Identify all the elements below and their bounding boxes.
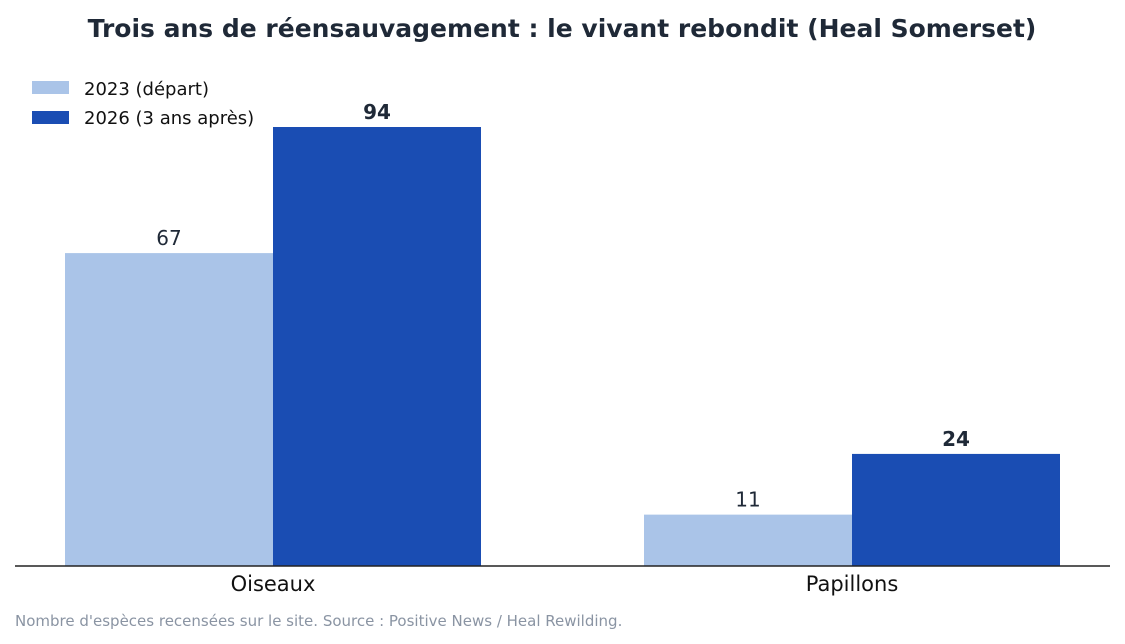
bar-oiseaux-2026 bbox=[273, 127, 481, 566]
legend-swatch-2026 bbox=[32, 111, 69, 124]
value-label-papillons-2026: 24 bbox=[942, 427, 970, 451]
value-label-oiseaux-2023: 67 bbox=[156, 226, 181, 250]
value-label-papillons-2023: 11 bbox=[735, 488, 760, 512]
legend-label-2026: 2026 (3 ans après) bbox=[84, 108, 254, 129]
category-label-papillons: Papillons bbox=[806, 572, 899, 596]
value-labels-group: 67 94 11 24 bbox=[156, 100, 970, 512]
bars-group bbox=[65, 127, 1060, 566]
legend-label-2023: 2023 (départ) bbox=[84, 79, 209, 100]
value-label-oiseaux-2026: 94 bbox=[363, 100, 391, 124]
source-note: Nombre d'espèces recensées sur le site. … bbox=[15, 612, 622, 630]
bar-papillons-2023 bbox=[644, 514, 852, 566]
category-label-oiseaux: Oiseaux bbox=[231, 572, 316, 596]
legend: 2023 (départ) 2026 (3 ans après) bbox=[32, 79, 254, 129]
category-labels-group: Oiseaux Papillons bbox=[231, 572, 899, 596]
legend-swatch-2023 bbox=[32, 81, 69, 94]
chart-title: Trois ans de réensauvagement : le vivant… bbox=[88, 14, 1037, 43]
bar-papillons-2026 bbox=[852, 453, 1060, 566]
bar-oiseaux-2023 bbox=[65, 253, 273, 566]
